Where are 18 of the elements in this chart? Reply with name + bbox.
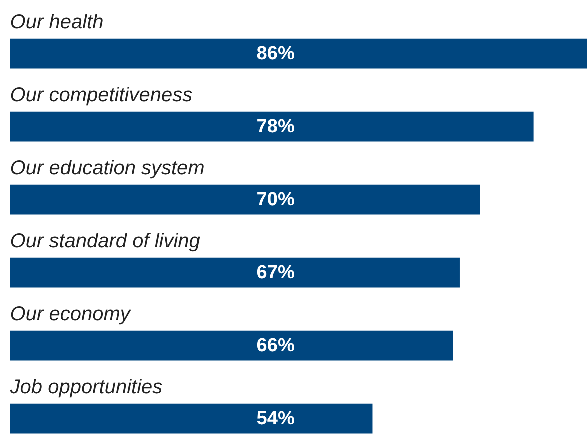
bar (10, 258, 460, 288)
data-label: 66% (256, 335, 295, 356)
data-label: 70% (256, 189, 295, 210)
data-label: 67% (256, 262, 295, 284)
y-tick-label: Our economy (10, 303, 132, 326)
y-tick-label: Our health (10, 11, 104, 34)
y-tick-label: Job opportunities (9, 376, 163, 398)
data-label: 78% (256, 116, 295, 138)
bar (10, 404, 373, 434)
bar (10, 330, 454, 361)
bar (10, 38, 587, 69)
y-tick-label: Our education system (10, 157, 205, 180)
y-tick-label: Our competitiveness (10, 84, 193, 106)
bar (10, 184, 480, 215)
bar (10, 112, 534, 142)
data-label: 86% (256, 43, 295, 64)
y-tick-label: Our standard of living (10, 230, 200, 252)
data-label: 54% (256, 408, 295, 430)
